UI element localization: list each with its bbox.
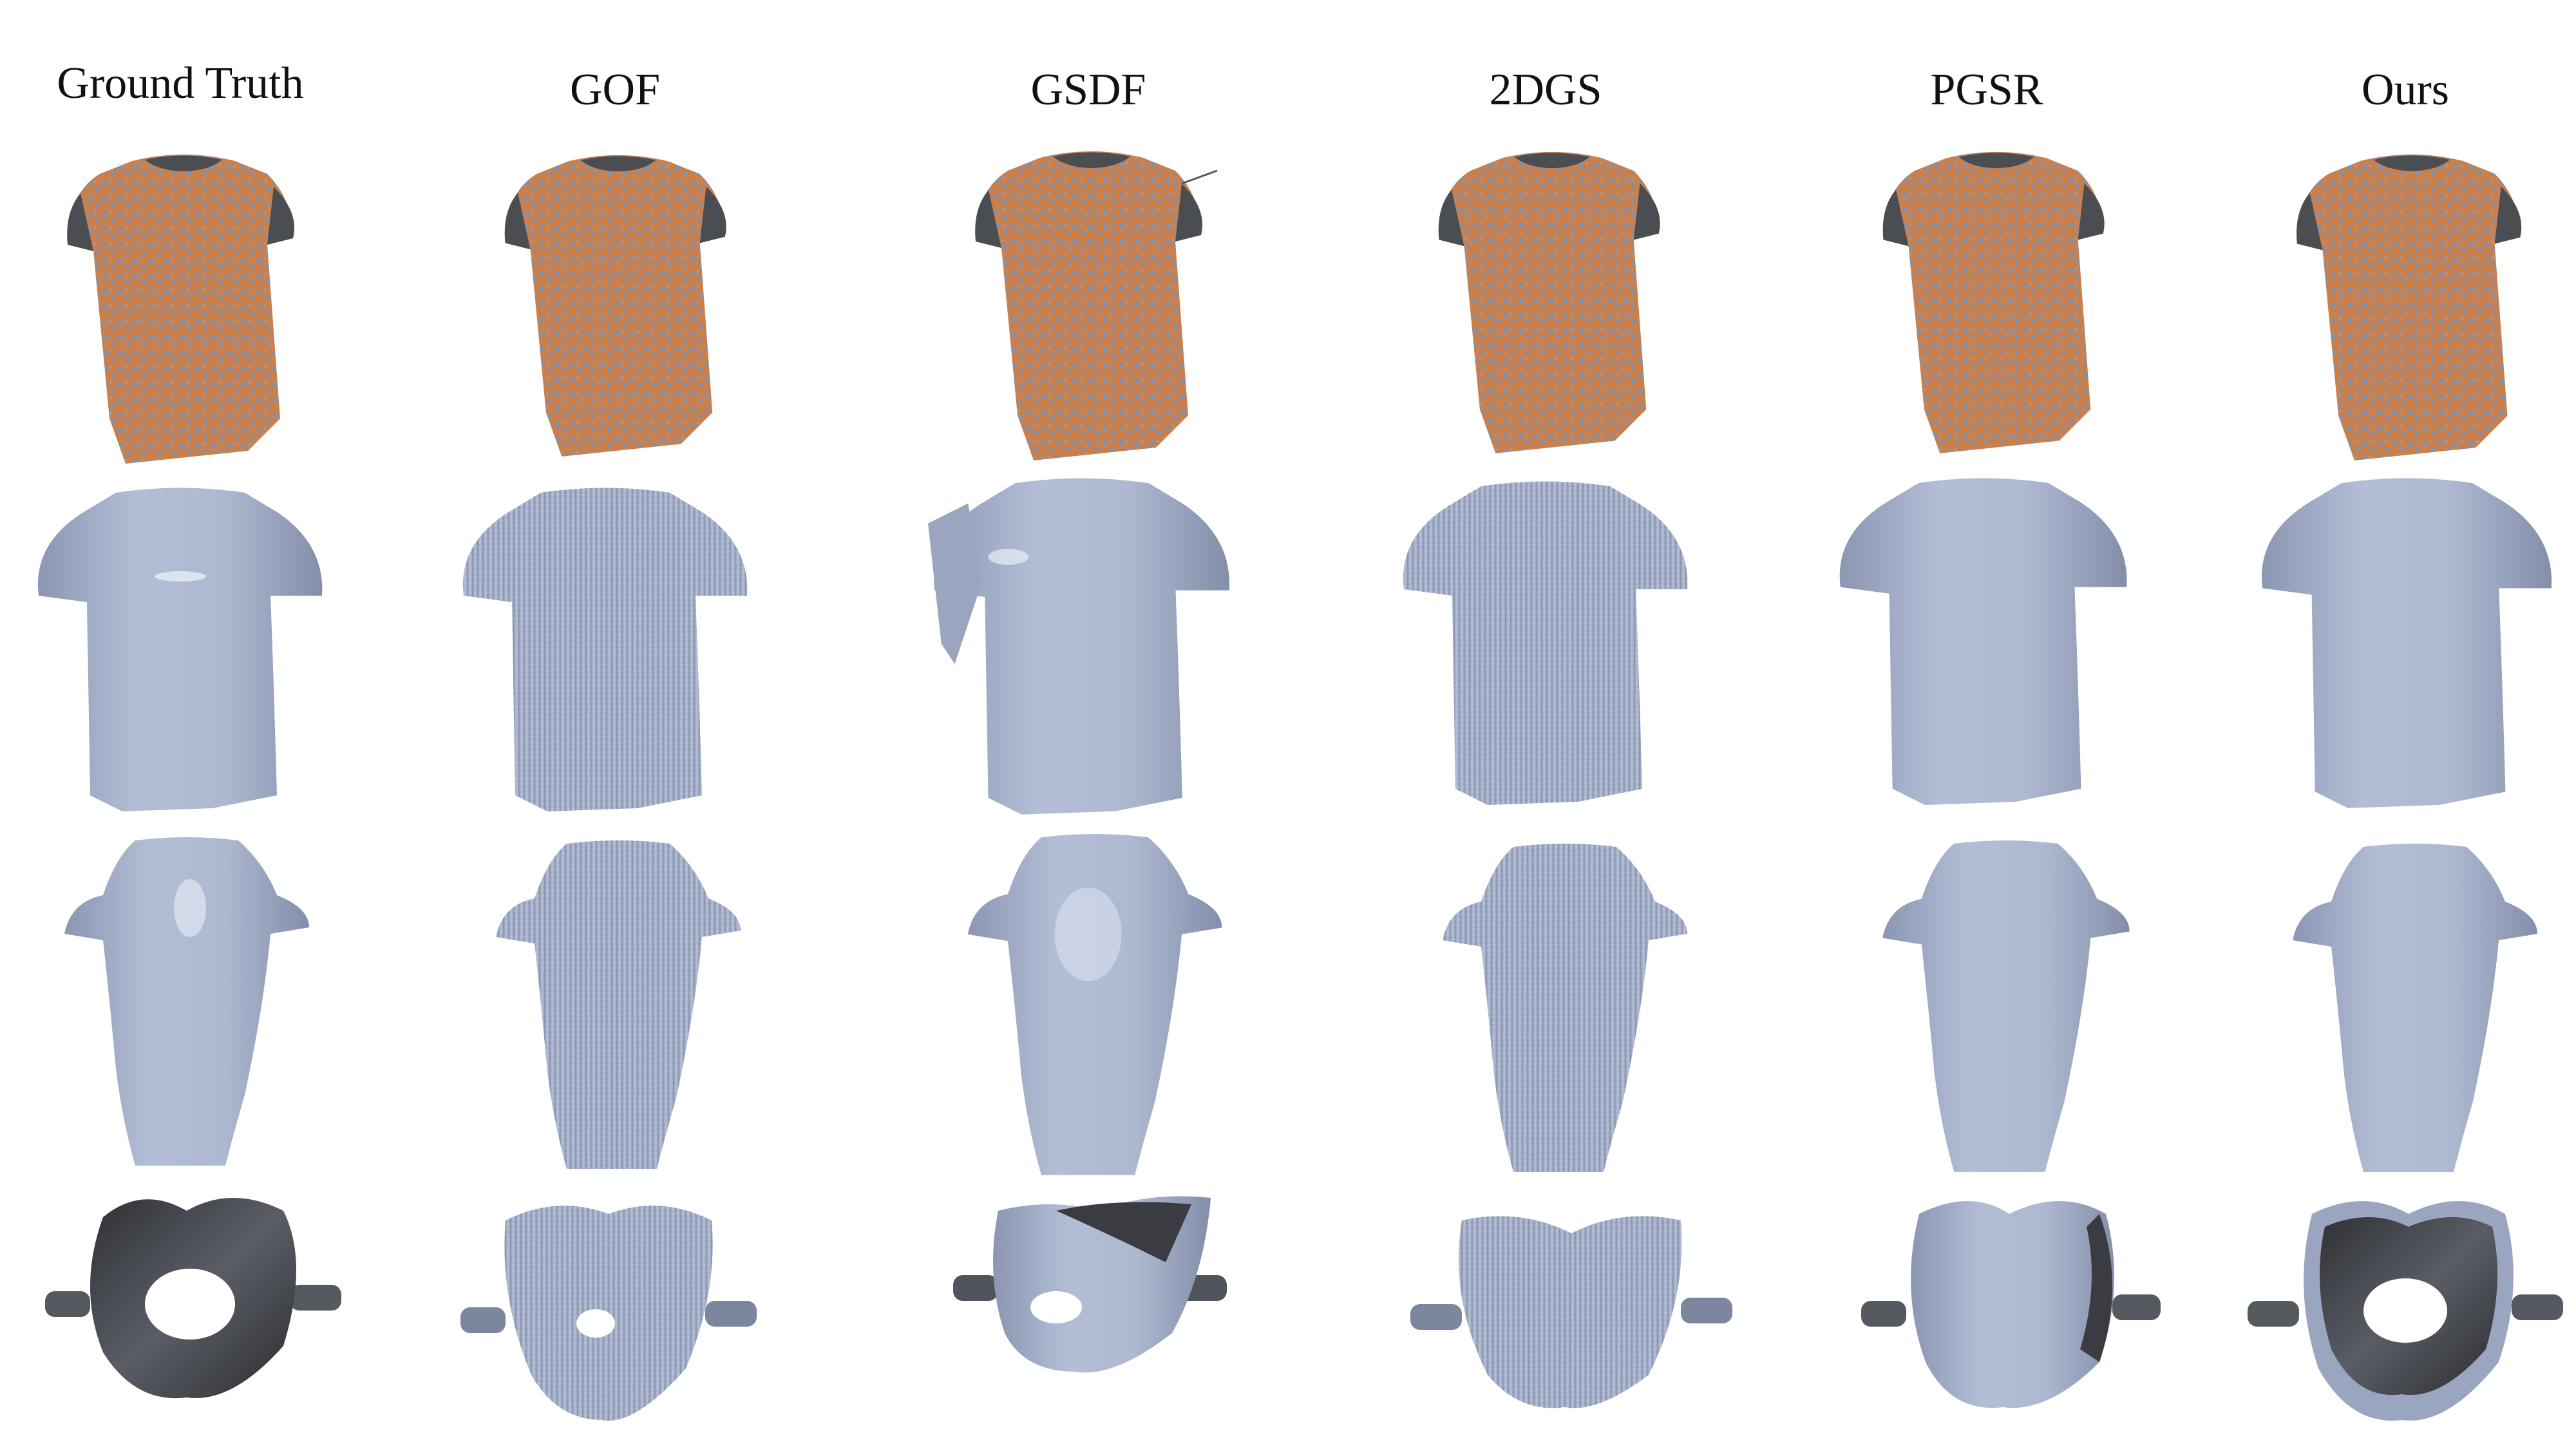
column-header-ground-truth: Ground Truth <box>57 59 304 108</box>
mesh-top-ours <box>2248 1188 2563 1433</box>
mesh-front-ground-truth <box>32 486 328 815</box>
mesh-back-ours <box>2280 840 2550 1182</box>
render-gsdf <box>960 145 1224 460</box>
render-ground-truth <box>55 148 312 464</box>
mesh-front-ours <box>2251 477 2563 811</box>
mesh-front-gof <box>457 486 753 815</box>
mesh-top-pgsr <box>1855 1188 2164 1426</box>
mesh-front-pgsr <box>1832 477 2135 808</box>
mesh-back-ground-truth <box>52 837 322 1172</box>
column-header-gof: GOF <box>569 65 661 115</box>
mesh-back-pgsr <box>1868 840 2145 1179</box>
column-header-gsdf: GSDF <box>1030 65 1146 115</box>
mesh-top-ground-truth <box>39 1185 348 1423</box>
render-pgsr <box>1871 145 2122 454</box>
mesh-back-gof <box>483 837 753 1179</box>
mesh-top-gof <box>454 1195 763 1433</box>
mesh-top-gsdf <box>947 1185 1230 1391</box>
column-header-pgsr: PGSR <box>1930 65 2043 115</box>
render-ours <box>2283 148 2541 460</box>
render-gof <box>493 148 744 457</box>
mesh-back-2dgs <box>1430 840 1700 1182</box>
mesh-front-2dgs <box>1397 480 1694 808</box>
column-header-2dgs: 2DGS <box>1489 65 1602 115</box>
column-header-ours: Ours <box>2361 65 2450 115</box>
render-2dgs <box>1426 145 1678 454</box>
mesh-front-gsdf <box>927 477 1236 818</box>
mesh-back-gsdf <box>953 834 1236 1182</box>
mesh-top-2dgs <box>1410 1201 1732 1414</box>
